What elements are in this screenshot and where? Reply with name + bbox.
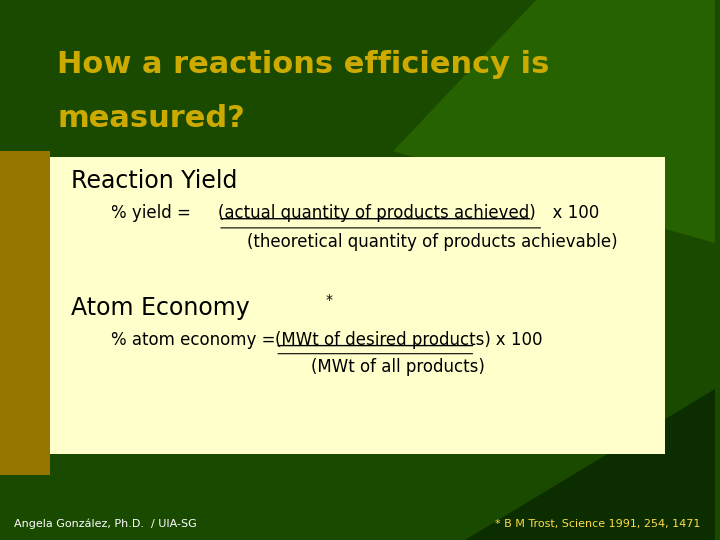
Text: (theoretical quantity of products achievable): (theoretical quantity of products achiev… <box>247 233 617 251</box>
Text: x 100: x 100 <box>542 204 599 222</box>
Text: (actual quantity of products achieved): (actual quantity of products achieved) <box>218 204 536 222</box>
Text: % atom economy =: % atom economy = <box>111 331 281 349</box>
FancyBboxPatch shape <box>50 157 665 454</box>
Text: Atom Economy: Atom Economy <box>71 296 251 320</box>
Text: (MWt of all products): (MWt of all products) <box>311 358 485 376</box>
Text: Reaction Yield: Reaction Yield <box>71 169 238 193</box>
Text: * B M Trost, Science 1991, 254, 1471: * B M Trost, Science 1991, 254, 1471 <box>495 519 701 529</box>
Text: Angela González, Ph.D.  / UIA-SG: Angela González, Ph.D. / UIA-SG <box>14 518 197 529</box>
Text: % yield =: % yield = <box>111 204 196 222</box>
Text: (MWt of desired products): (MWt of desired products) <box>275 331 491 349</box>
Text: *: * <box>326 293 333 307</box>
Polygon shape <box>393 0 715 243</box>
Polygon shape <box>464 389 715 540</box>
Text: How a reactions efficiency is: How a reactions efficiency is <box>57 50 549 79</box>
Text: x 100: x 100 <box>480 331 543 349</box>
Text: measured?: measured? <box>57 104 245 133</box>
Polygon shape <box>0 151 50 475</box>
